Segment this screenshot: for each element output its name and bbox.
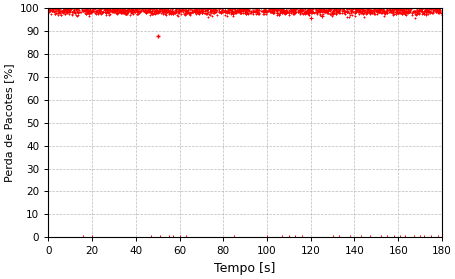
X-axis label: Tempo [s]: Tempo [s]	[214, 262, 275, 275]
Y-axis label: Perda de Pacotes [%]: Perda de Pacotes [%]	[4, 63, 14, 182]
